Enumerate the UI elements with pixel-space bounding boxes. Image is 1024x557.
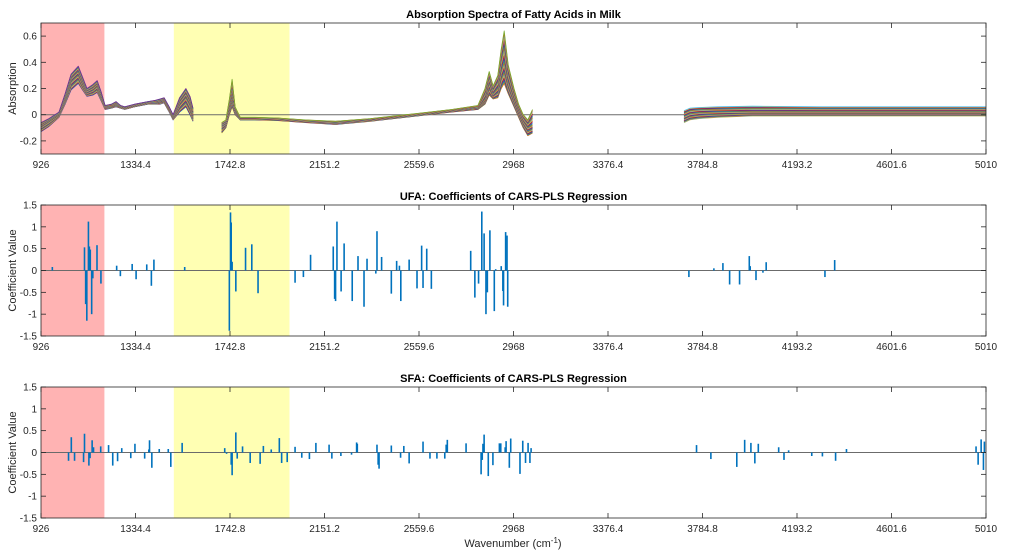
y-tick-label: 0.2 <box>23 84 37 95</box>
x-tick-label: 1742.8 <box>215 342 246 353</box>
y-tick-label: 0.4 <box>23 58 37 69</box>
y-axis-label: Coefficient Value <box>7 411 19 493</box>
x-tick-label: 1334.4 <box>120 524 151 535</box>
x-tick-label: 1742.8 <box>215 160 246 171</box>
y-tick-label: 0.6 <box>23 32 37 43</box>
y-tick-label: 0 <box>31 110 37 121</box>
x-tick-label: 3376.4 <box>593 160 624 171</box>
x-tick-label: 3376.4 <box>593 342 624 353</box>
y-tick-label: -1 <box>28 492 37 503</box>
x-tick-label: 2151.2 <box>309 524 340 535</box>
absorption-spectra-axes: 926 1334.4 1742.8 2151.2 2559.6 2968 3376.4 378… <box>7 9 998 171</box>
y-tick-label: 0.5 <box>23 244 37 255</box>
y-tick-label: -1.5 <box>20 332 38 343</box>
x-tick-label: 4601.6 <box>876 524 907 535</box>
x-tick-label: 4601.6 <box>876 160 907 171</box>
y-tick-label: 0 <box>31 266 37 277</box>
x-tick-label: 4193.2 <box>782 160 813 171</box>
y-tick-label: 0.5 <box>23 426 37 437</box>
x-tick-label: 2151.2 <box>309 160 340 171</box>
x-tick-label: 2968 <box>502 342 525 353</box>
x-tick-label: 926 <box>33 342 50 353</box>
x-tick-label: 3784.8 <box>687 342 718 353</box>
spectrum-line <box>683 115 986 123</box>
x-tick-label: 5010 <box>975 160 998 171</box>
x-tick-label: 2968 <box>502 524 525 535</box>
x-axis-label: Wavenumber (cm-1) <box>464 536 561 550</box>
x-tick-label: 3784.8 <box>687 524 718 535</box>
x-tick-label: 2559.6 <box>404 160 435 171</box>
x-tick-label: 4193.2 <box>782 342 813 353</box>
y-axis-label: Coefficient Value <box>7 229 19 311</box>
x-tick-label: 926 <box>33 524 50 535</box>
chart-title: SFA: Coefficients of CARS-PLS Regression <box>400 373 627 385</box>
x-axis-label-superscript: -1 <box>551 536 559 545</box>
y-axis-label: Absorption <box>7 62 19 115</box>
spectrum-line <box>683 115 986 123</box>
spectrum-line <box>40 65 194 123</box>
spectrum-line <box>683 105 986 112</box>
y-tick-label: -0.5 <box>20 288 38 299</box>
sfa-coefficients-axes: 926 1334.4 1742.8 2151.2 2559.6 2968 3376.4 378… <box>7 373 998 535</box>
y-tick-label: 1.5 <box>23 201 37 212</box>
x-tick-label: 3376.4 <box>593 524 624 535</box>
x-tick-label: 2151.2 <box>309 342 340 353</box>
x-tick-label: 2968 <box>502 160 525 171</box>
x-tick-label: 4193.2 <box>782 524 813 535</box>
chart-title: UFA: Coefficients of CARS-PLS Regression <box>400 191 628 203</box>
spectrum-line <box>683 106 986 113</box>
y-tick-label: 1 <box>31 404 37 415</box>
x-tick-label: 1334.4 <box>120 160 151 171</box>
x-tick-label: 4601.6 <box>876 342 907 353</box>
x-tick-label: 3784.8 <box>687 160 718 171</box>
x-tick-label: 5010 <box>975 524 998 535</box>
spectrum-line <box>221 30 533 123</box>
chart-title: Absorption Spectra of Fatty Acids in Mil… <box>406 9 622 21</box>
x-tick-label: 5010 <box>975 342 998 353</box>
x-tick-label: 2559.6 <box>404 342 435 353</box>
ufa-coefficients-axes: 926 1334.4 1742.8 2151.2 2559.6 2968 3376.4 378… <box>7 191 998 353</box>
x-tick-label: 926 <box>33 160 50 171</box>
y-tick-label: 0 <box>31 448 37 459</box>
y-tick-label: -1 <box>28 310 37 321</box>
x-tick-label: 1334.4 <box>120 342 151 353</box>
y-tick-label: -0.5 <box>20 470 38 481</box>
y-tick-label: 1 <box>31 222 37 233</box>
y-tick-label: -1.5 <box>20 514 38 525</box>
y-tick-label: -0.2 <box>20 136 38 147</box>
y-tick-label: 1.5 <box>23 383 37 394</box>
x-tick-label: 2559.6 <box>404 524 435 535</box>
spectrum-line <box>683 109 986 116</box>
x-tick-label: 1742.8 <box>215 524 246 535</box>
